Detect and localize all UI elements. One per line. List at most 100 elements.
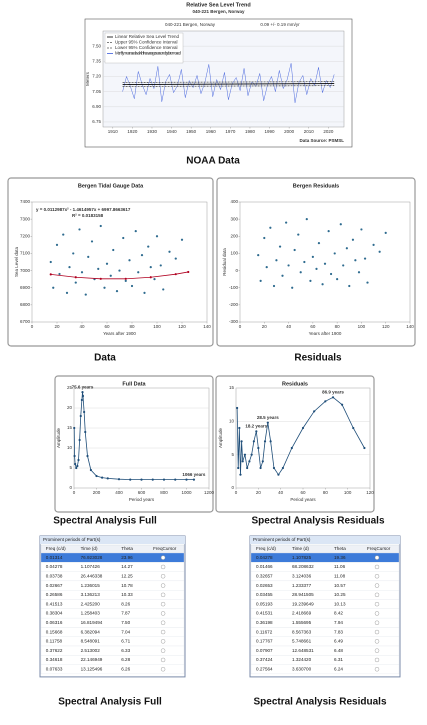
cursor-radio (374, 555, 380, 560)
x-tick-label: 400 (115, 490, 123, 495)
series-marker (99, 277, 102, 280)
y-axis-label: Amplitude (218, 428, 223, 449)
table-cell: 1.236015 (81, 583, 101, 588)
cursor-radio (160, 620, 166, 625)
series-marker (236, 406, 239, 410)
table-cell: 76.923028 (81, 555, 103, 560)
series-marker (140, 478, 143, 481)
series-line (122, 83, 335, 85)
scatter-point (52, 286, 55, 289)
column-header: Freq (c/d) (256, 546, 276, 551)
column-header: FreqCursor (153, 546, 177, 551)
chart-title: Residuals (282, 381, 308, 387)
series-marker (74, 276, 77, 279)
scatter-point (155, 235, 159, 238)
table-cell: 2.425200 (81, 601, 101, 606)
series-marker (117, 478, 121, 481)
scatter-point (103, 286, 106, 289)
series-marker (95, 474, 98, 478)
fit-equation: y = 0.0112987x² - 1.4614957x + 6997.8663… (36, 207, 131, 212)
x-tick-label: 1950 (186, 129, 197, 134)
table-cell: 68.208632 (292, 564, 314, 569)
scatter-point (384, 231, 387, 234)
scatter-point (293, 248, 296, 252)
series-marker (261, 460, 264, 463)
column-header: FreqCursor (367, 546, 391, 551)
y-tick-label: 25 (67, 385, 73, 390)
y-tick-label: 7300 (20, 216, 31, 221)
table-cell: 0.03738 (46, 573, 63, 578)
y-tick-label: 0 (231, 485, 234, 490)
cursor-radio (374, 611, 380, 616)
table-cell: 3.630700 (292, 666, 312, 671)
scatter-point (62, 233, 65, 236)
series-marker (124, 277, 127, 280)
scatter-point (128, 259, 131, 262)
figure-caption: Residuals (294, 353, 342, 364)
table-cell: 0.37622 (46, 648, 63, 653)
scatter-point (124, 279, 127, 282)
table-cell: 1.233377 (292, 583, 312, 588)
series-marker (301, 426, 305, 430)
x-axis-label: Period years (290, 497, 316, 502)
x-tick-label: 0 (239, 324, 242, 329)
x-tick-label: 140 (203, 324, 211, 329)
cursor-radio (160, 611, 166, 616)
chart-title: Bergen Tidal Gauge Data (78, 183, 144, 189)
scatter-point (329, 272, 333, 276)
series-marker (277, 473, 280, 476)
scatter-point (275, 259, 278, 262)
series-marker (281, 466, 284, 470)
cursor-radio (374, 564, 380, 570)
x-tick-label: 100 (358, 324, 366, 329)
column-header: Freq (c/d) (46, 546, 66, 551)
x-tick-label: 80 (335, 324, 341, 329)
series-marker (162, 478, 166, 481)
legend-label: Linear Relative Sea Level Trend (115, 34, 180, 39)
x-tick-label: 20 (256, 490, 262, 495)
series-marker (331, 396, 335, 399)
cursor-radio (374, 601, 380, 607)
table-cell: 3.124036 (292, 573, 312, 578)
table-cell: 0.41513 (46, 601, 63, 606)
x-tick-label: 60 (104, 324, 110, 329)
cursor-radio (160, 639, 166, 644)
scatter-point (259, 279, 262, 282)
x-tick-label: 120 (178, 324, 186, 329)
scatter-point (339, 223, 342, 226)
y-tick-label: 10 (229, 419, 235, 424)
scatter-point (357, 271, 361, 274)
x-tick-label: 1910 (108, 129, 119, 134)
table-cell: 1.324420 (292, 657, 312, 662)
cursor-radio (374, 639, 380, 644)
table-cell: 0.11672 (256, 629, 273, 634)
x-tick-label: 200 (93, 490, 101, 495)
scatter-point (159, 264, 162, 267)
series-marker (290, 446, 293, 450)
table-cell: 0.03455 (256, 592, 273, 597)
x-tick-label: 1990 (265, 129, 276, 134)
cursor-radio (374, 583, 380, 588)
series-marker (243, 453, 247, 456)
table-cell: 10.57 (334, 583, 346, 588)
peak-annotation: 86.9 years (322, 390, 344, 395)
y-tick-label: 6.75 (92, 119, 101, 124)
scatter-point (311, 255, 314, 258)
figure-caption: Data (94, 353, 116, 364)
series-marker (149, 276, 152, 279)
y-tick-label: 100 (230, 251, 238, 256)
x-tick-label: 800 (160, 490, 168, 495)
scatter-point (74, 281, 77, 284)
scatter-point (84, 293, 87, 296)
x-tick-label: 0 (235, 490, 238, 495)
scatter-point (366, 281, 369, 284)
table-cell: 1.107426 (81, 564, 101, 569)
cursor-radio (160, 574, 166, 579)
table-cell: 6.24 (334, 666, 343, 671)
trend-label: 0.09 +/- 0.19 mm/yr (260, 22, 300, 27)
table-cell: 8.548091 (81, 639, 101, 644)
cursor-radio (374, 648, 380, 653)
window-title: Prominent periods of Part(s) (43, 537, 101, 542)
table-cell: 0.38304 (46, 611, 63, 616)
legend-label: Upper 95% Confidence Interval (115, 40, 178, 45)
